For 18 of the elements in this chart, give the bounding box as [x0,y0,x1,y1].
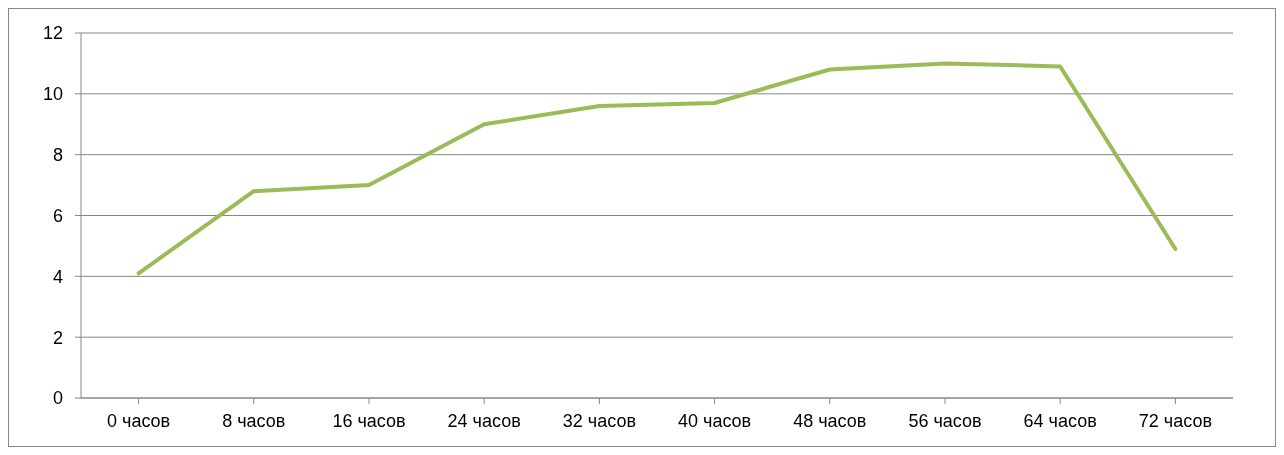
x-tick-label: 48 часов [793,410,867,431]
x-tick-label: 8 часов [222,410,286,431]
x-tick-label: 32 часов [562,410,636,431]
y-tick-label: 8 [52,145,63,166]
x-tick-label: 40 часов [678,410,752,431]
x-tick-label: 16 часов [332,410,406,431]
y-tick-label: 12 [42,23,63,44]
x-tick-label: 72 часов [1138,410,1212,431]
x-tick-label: 64 часов [1023,410,1097,431]
y-tick-label: 10 [42,84,63,105]
x-tick-label: 56 часов [908,410,982,431]
x-tick-label: 24 часов [447,410,521,431]
x-tick-label: 0 часов [107,410,171,431]
y-tick-label: 2 [52,327,63,348]
y-tick-label: 4 [52,266,63,287]
line-series [136,61,1178,276]
y-tick-label: 0 [52,388,63,409]
y-tick-label: 6 [52,205,63,226]
